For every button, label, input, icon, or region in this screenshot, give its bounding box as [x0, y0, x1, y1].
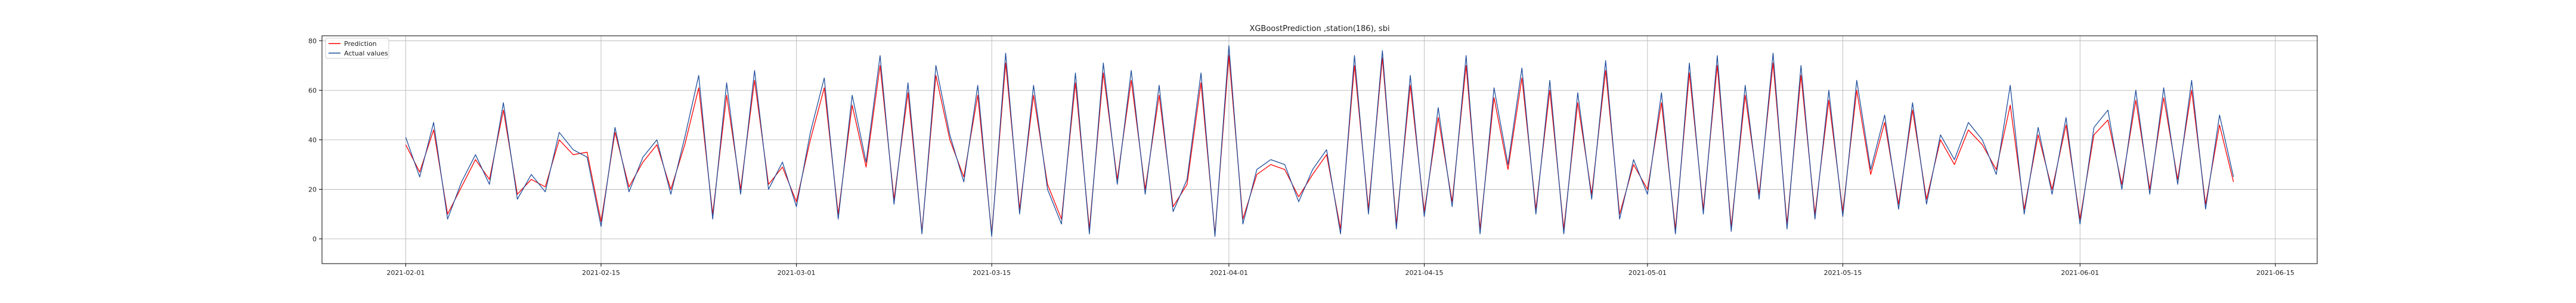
- series-lines: [405, 45, 2234, 237]
- legend-box: [325, 38, 389, 59]
- legend-label-actual-values: Actual values: [344, 50, 388, 57]
- x-tick-label: 2021-03-15: [973, 269, 1011, 277]
- y-tick-label: 80: [308, 37, 317, 45]
- x-tick-label: 2021-04-15: [1405, 269, 1444, 277]
- y-tick-label: 20: [308, 185, 317, 193]
- x-tick-label: 2021-06-01: [2061, 269, 2099, 277]
- x-tick-label: 2021-02-01: [386, 269, 425, 277]
- x-tick-label: 2021-03-01: [778, 269, 816, 277]
- x-tick-label: 2021-06-15: [2256, 269, 2295, 277]
- grid: [322, 36, 2317, 264]
- x-tick-label: 2021-04-01: [1210, 269, 1248, 277]
- y-tick-label: 40: [308, 136, 317, 144]
- chart-title: XGBoostPrediction ,station(186), sbi: [1249, 24, 1389, 33]
- y-tick-label: 0: [312, 235, 317, 243]
- legend-label-prediction: Prediction: [344, 40, 377, 48]
- y-tick-label: 60: [308, 86, 317, 94]
- series-line-actual-values: [405, 45, 2234, 237]
- plot-area-frame: [321, 35, 2318, 264]
- x-tick-label: 2021-05-15: [1823, 269, 1862, 277]
- x-tick-label: 2021-02-15: [582, 269, 620, 277]
- x-tick-label: 2021-05-01: [1628, 269, 1667, 277]
- legend: Prediction Actual values: [325, 38, 389, 59]
- axis-ticks: 2021-02-01 2021-02-15 2021-03-01 2021-03-15…: [308, 37, 2295, 277]
